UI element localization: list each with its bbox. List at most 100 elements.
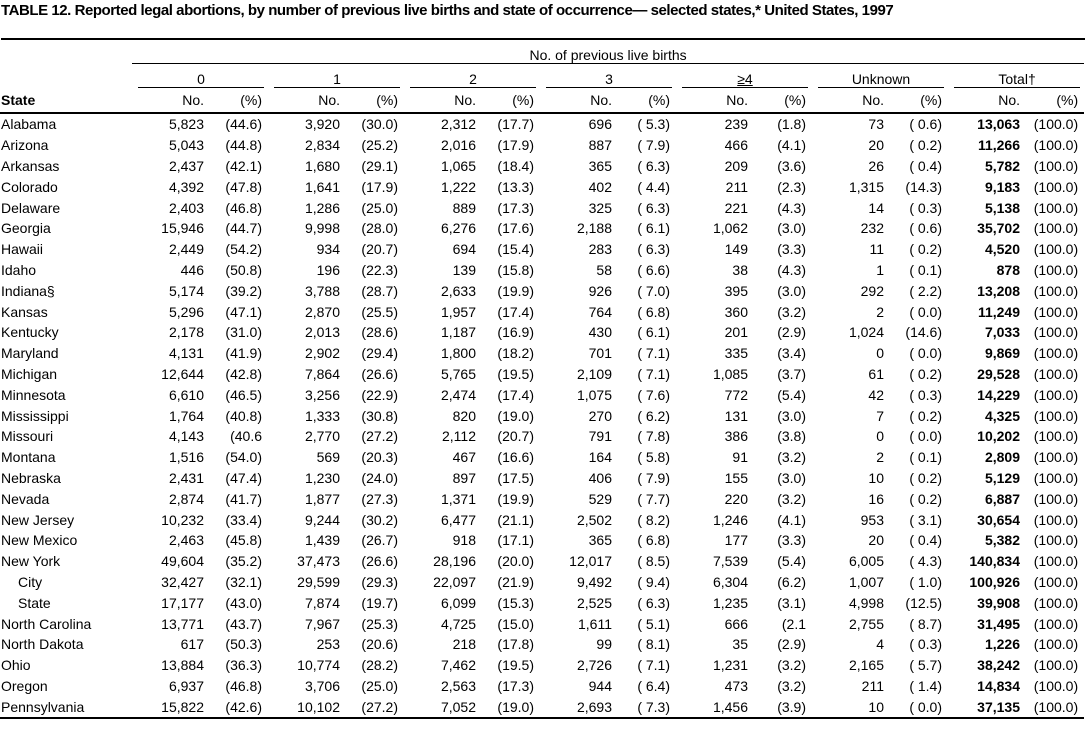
cell: 14,834 — [977, 677, 1020, 694]
cell: (3.0) — [777, 282, 806, 299]
state-name: New Jersey — [1, 511, 75, 528]
cell: 2,563 — [440, 677, 476, 694]
group-cell: 3 — [540, 64, 676, 88]
cell: 2,834 — [304, 137, 340, 154]
cell: ( 1.0) — [909, 573, 942, 590]
cell: 164 — [588, 449, 612, 466]
cell: 3,920 — [304, 116, 340, 133]
cell: 292 — [860, 282, 884, 299]
subheader: No. — [676, 88, 754, 114]
cell: 28,196 — [433, 553, 476, 570]
cell: 6,005 — [848, 553, 884, 570]
cell: (2.9) — [777, 324, 806, 341]
group-cell: 2 — [404, 64, 540, 88]
cell: 466 — [724, 137, 748, 154]
cell: 2,633 — [440, 282, 476, 299]
table-title: TABLE 12. Reported legal abortions, by n… — [1, 2, 1085, 40]
state-name: New Mexico — [1, 532, 78, 549]
cell: 7,864 — [304, 365, 340, 382]
cell: (41.7) — [225, 490, 262, 507]
cell: 1,062 — [712, 220, 748, 237]
cell: 2,474 — [440, 386, 476, 403]
cell: 1,286 — [304, 199, 340, 216]
cell: (42.1) — [225, 157, 262, 174]
subheader: No. — [268, 88, 346, 114]
cell: 7,052 — [404, 696, 482, 720]
cell: (3.2) — [777, 303, 806, 320]
state-name: New York — [1, 553, 61, 570]
cell: (4.1) — [777, 511, 806, 528]
cell: (2.3) — [777, 178, 806, 195]
cell: (15.4) — [497, 241, 534, 258]
cell: 196 — [316, 261, 340, 278]
cell: 177 — [724, 532, 748, 549]
cell: 918 — [452, 532, 476, 549]
table-row: Minnesota 6,610 (46.5) 3,256 (22.9) 2,474 (17.… — [0, 384, 1084, 405]
cell: (29.3) — [361, 573, 398, 590]
cell: 1,439 — [304, 532, 340, 549]
cell: 1,231 — [712, 657, 748, 674]
cell: (50.3) — [225, 636, 262, 653]
stub-header: State — [0, 88, 132, 114]
subheader: (%) — [210, 88, 268, 114]
cell: 7,033 — [984, 324, 1020, 341]
cell: 10,202 — [977, 428, 1020, 445]
state-name: Indiana§ — [1, 282, 55, 299]
cell: (100.0) — [1026, 696, 1085, 720]
cell: 2,809 — [984, 449, 1020, 466]
state-name: Alabama — [1, 116, 57, 133]
cell: 2,431 — [168, 469, 204, 486]
cell: (20.0) — [497, 553, 534, 570]
state-name: Pennsylvania — [0, 696, 132, 720]
cell: (44.6) — [225, 116, 262, 133]
state-name: City — [18, 573, 43, 590]
cell: 1 — [876, 261, 884, 278]
cell: 446 — [180, 261, 204, 278]
cell: ( 0.2) — [909, 490, 942, 507]
cell: (30.0) — [361, 116, 398, 133]
cell: 4 — [876, 636, 884, 653]
cell: (13.3) — [497, 178, 534, 195]
cell: ( 7.0) — [637, 282, 670, 299]
cell: 22,097 — [433, 573, 476, 590]
cell: 3,706 — [304, 677, 340, 694]
cell: (29.4) — [361, 345, 398, 362]
header-row: State No. (%) No. (%) No. (%) No. (%) No. (%) No.(… — [0, 88, 1085, 114]
cell: 12,017 — [569, 553, 612, 570]
cell: (25.5) — [361, 303, 398, 320]
cell: 325 — [588, 199, 612, 216]
cell: ( 5.7) — [909, 657, 942, 674]
cell: 2,109 — [576, 365, 612, 382]
cell: 7,874 — [304, 594, 340, 611]
table-row: New York 49,604 (35.2) 37,473 (26.6) 28,196 (2… — [0, 551, 1084, 572]
cell: (47.1) — [225, 303, 262, 320]
cell: (3.6) — [777, 157, 806, 174]
blank-cell — [0, 40, 132, 64]
table-row: Delaware 2,403 (46.8) 1,286 (25.0) 889 (17.3) 3… — [0, 197, 1084, 218]
state-name: Minnesota — [1, 386, 66, 403]
state-name: Georgia — [1, 220, 51, 237]
group-label: 1 — [274, 71, 400, 88]
cell: ( 8.1) — [637, 636, 670, 653]
cell: 473 — [724, 677, 748, 694]
cell: 953 — [860, 511, 884, 528]
spanner-label: No. of previous live births — [132, 47, 1085, 64]
table-row: Nebraska 2,431 (47.4) 1,230 (24.0) 897 (17.5) 4… — [0, 468, 1084, 489]
cell: (20.6) — [361, 636, 398, 653]
subheader: (%) — [618, 88, 676, 114]
table-row: Colorado 4,392 (47.8) 1,641 (17.9) 1,222 (13.3… — [0, 176, 1084, 197]
cell: 15,822 — [132, 696, 210, 720]
cell: (100.0) — [1033, 677, 1079, 694]
cell: 529 — [588, 490, 612, 507]
cell: 2 — [876, 303, 884, 320]
cell: (40.8) — [225, 407, 262, 424]
cell: (17.9) — [497, 137, 534, 154]
cell: (20.3) — [361, 449, 398, 466]
cell: 2 — [876, 449, 884, 466]
cell: (19.9) — [497, 490, 534, 507]
cell: 1,680 — [304, 157, 340, 174]
cell: ( 8.5) — [637, 553, 670, 570]
cell: 38,242 — [977, 657, 1020, 674]
cell: (100.0) — [1033, 449, 1079, 466]
cell: (22.3) — [361, 261, 398, 278]
